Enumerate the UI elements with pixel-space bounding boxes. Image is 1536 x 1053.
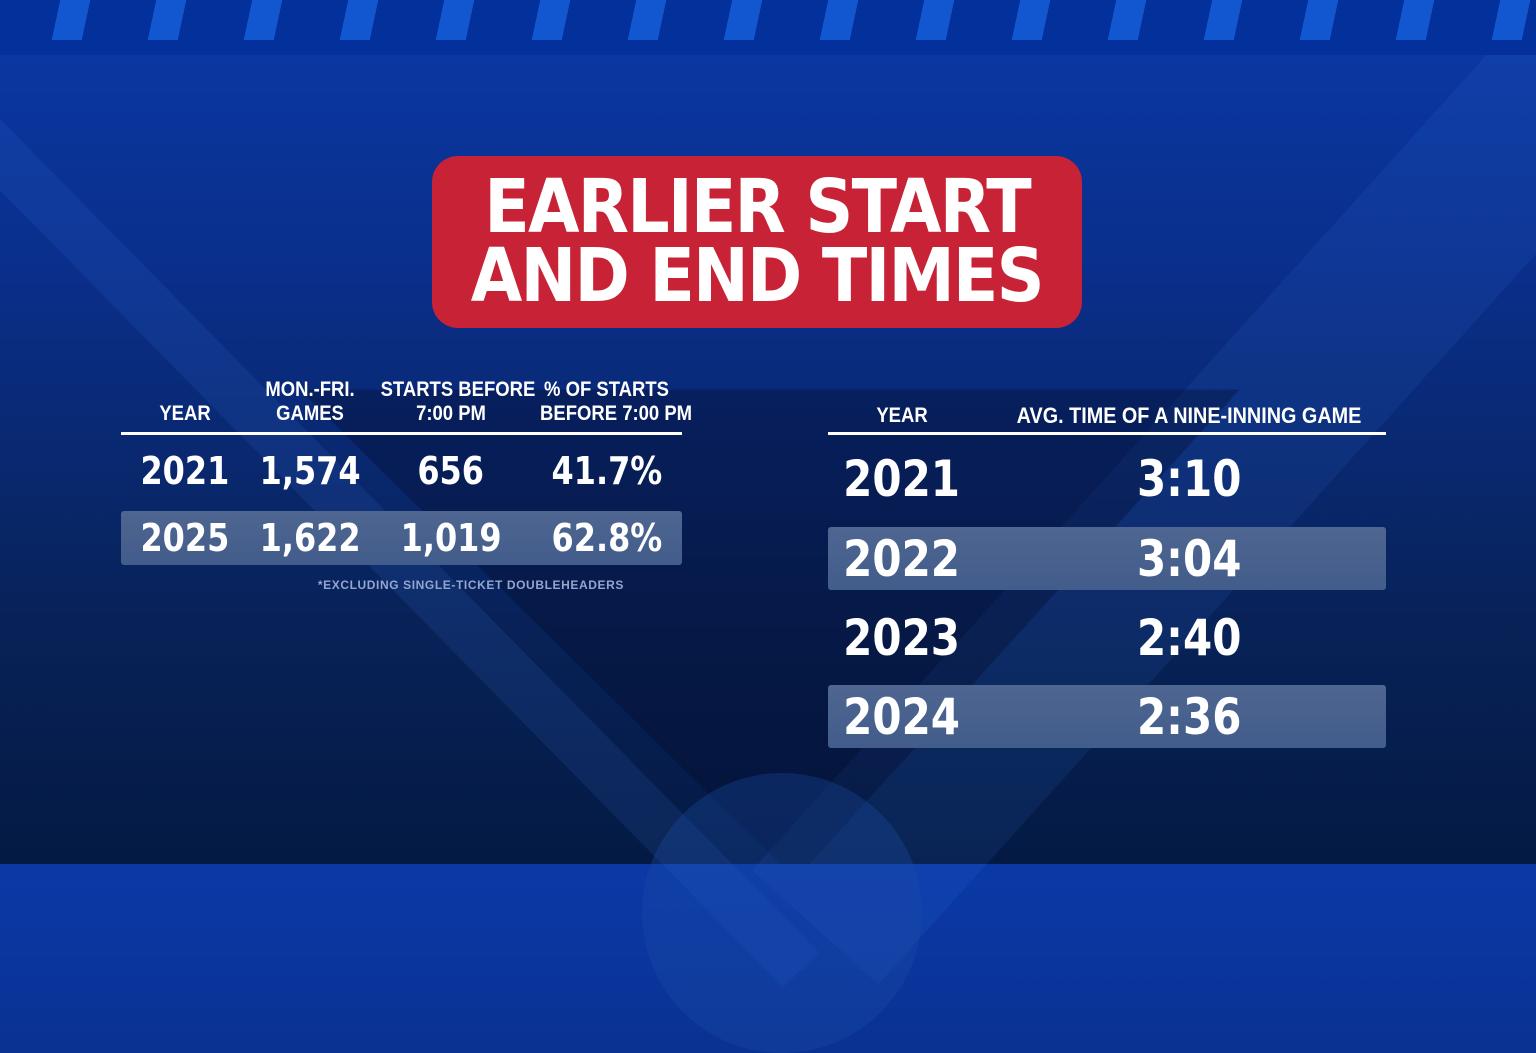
time-cell: 2:40 — [1136, 608, 1242, 667]
top-bar — [0, 0, 1536, 55]
right-table-rule — [828, 432, 1386, 435]
year-cell: 2021 — [843, 449, 961, 508]
table-row-2025: 2025 1,622 1,019 62.8% — [121, 511, 682, 565]
table-row-2024: 2024 2:36 — [828, 685, 1386, 748]
header-label: AVG. TIME OF A NINE-INNING GAME — [1016, 403, 1362, 428]
mound-circle — [642, 773, 922, 1053]
header-cell-starts-before: STARTS BEFORE 7:00 PM — [371, 378, 536, 426]
table-row-2023: 2023 2:40 — [828, 606, 1386, 669]
header-label: % OF STARTS — [544, 378, 669, 401]
header-label: STARTS BEFORE — [380, 378, 536, 401]
left-table-header-row: YEAR MON.-FRI. GAMES STARTS BEFORE 7:00 … — [121, 360, 693, 426]
weekday-starts-table: YEAR MON.-FRI. GAMES STARTS BEFORE 7:00 … — [121, 360, 693, 570]
left-table-rule — [121, 432, 682, 435]
games-cell: 1,622 — [259, 516, 361, 560]
header-label: MON.-FRI. — [265, 378, 355, 401]
title-line-2: AND END TIMES — [470, 233, 1045, 319]
footnote: *EXCLUDING SINGLE-TICKET DOUBLEHEADERS — [317, 578, 624, 592]
table-row-2021: 2021 3:10 — [828, 447, 1386, 510]
pct-cell: 62.8% — [551, 516, 662, 560]
time-cell: 3:04 — [1136, 529, 1242, 588]
title-line-1: EARLIER START — [484, 164, 1031, 250]
games-cell: 1,574 — [259, 449, 361, 493]
year-cell: 2021 — [140, 449, 230, 493]
game-time-table: YEAR AVG. TIME OF A NINE-INNING GAME 202… — [828, 380, 1386, 750]
year-cell: 2025 — [140, 516, 230, 560]
header-cell-pct-starts: % OF STARTS BEFORE 7:00 PM — [531, 378, 693, 426]
header-label: YEAR — [159, 402, 211, 425]
header-cell-year: YEAR — [121, 402, 249, 426]
header-cell-avg-time: AVG. TIME OF A NINE-INNING GAME — [976, 404, 1386, 428]
right-table-header-row: YEAR AVG. TIME OF A NINE-INNING GAME — [828, 380, 1386, 428]
year-cell: 2024 — [843, 687, 961, 746]
starts-cell: 656 — [417, 449, 485, 493]
starts-cell: 1,019 — [400, 516, 502, 560]
header-label: BEFORE 7:00 PM — [540, 402, 693, 425]
table-row-2022: 2022 3:04 — [828, 527, 1386, 590]
header-cell-games: MON.-FRI. GAMES — [249, 378, 371, 426]
pct-cell: 41.7% — [551, 449, 662, 493]
time-cell: 2:36 — [1136, 687, 1242, 746]
header-cell-year: YEAR — [828, 404, 976, 428]
stripes-decoration — [0, 0, 1536, 40]
table-row-2021: 2021 1,574 656 41.7% — [121, 442, 682, 500]
header-label: YEAR — [876, 404, 928, 427]
header-label: GAMES — [276, 402, 344, 425]
year-cell: 2022 — [843, 529, 961, 588]
year-cell: 2023 — [843, 608, 961, 667]
header-label: 7:00 PM — [416, 402, 486, 425]
title-banner: EARLIER START AND END TIMES — [432, 156, 1082, 328]
time-cell: 3:10 — [1136, 449, 1242, 508]
